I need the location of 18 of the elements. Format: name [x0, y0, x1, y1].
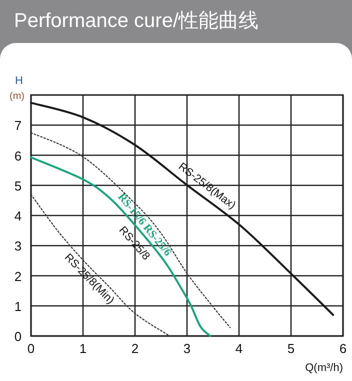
x-tick-label: 6 — [339, 341, 347, 356]
x-tick-label: 2 — [131, 341, 139, 356]
y-tick-label: 0 — [14, 329, 22, 344]
x-tick-label: 0 — [27, 341, 35, 356]
y-tick-label: 5 — [14, 178, 22, 194]
y-tick-label: 6 — [14, 148, 22, 164]
x-tick-label: 5 — [287, 341, 295, 356]
y-tick-label: 1 — [14, 298, 22, 314]
y-tick-label: 3 — [14, 238, 22, 254]
y-tick-label: 2 — [14, 268, 22, 284]
x-axis-title: Q(m³/h) — [305, 362, 343, 374]
chart-title: Performance cure/性能曲线 — [14, 10, 259, 32]
x-tick-label: 1 — [79, 341, 87, 356]
x-tick-label: 4 — [235, 341, 243, 356]
y-tick-label: 4 — [14, 208, 22, 224]
y-tick-label: 7 — [14, 118, 22, 134]
x-tick-label: 3 — [183, 341, 191, 356]
y-axis-title: H (m) — [10, 75, 24, 102]
